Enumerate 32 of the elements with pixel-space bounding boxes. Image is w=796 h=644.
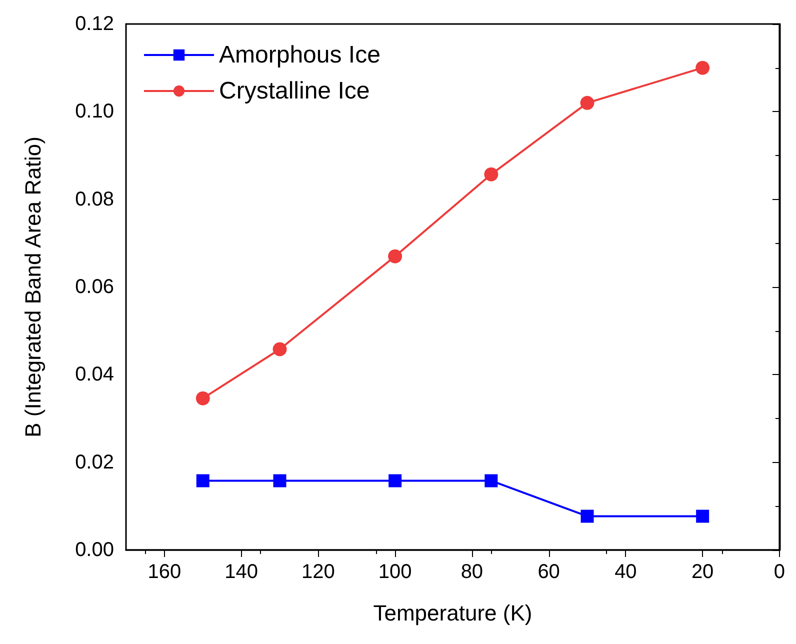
point bbox=[196, 391, 210, 406]
x-tick-label: 0 bbox=[774, 561, 785, 583]
y-axis-title: B (Integrated Band Area Ratio) bbox=[20, 136, 46, 438]
x-tick-label: 120 bbox=[302, 561, 335, 583]
point bbox=[388, 474, 402, 488]
point bbox=[580, 96, 594, 110]
x-tick-label: 160 bbox=[148, 561, 182, 583]
legend-label: Amorphous Ice bbox=[219, 42, 380, 68]
y-tick-label: 0.10 bbox=[75, 100, 114, 123]
x-tick-label: 40 bbox=[614, 561, 637, 583]
y-tick-label: 0.08 bbox=[75, 188, 114, 210]
point bbox=[196, 474, 210, 488]
x-tick-label: 140 bbox=[224, 561, 258, 583]
x-tick-label: 20 bbox=[691, 561, 714, 583]
x-axis-title: Temperature (K) bbox=[373, 600, 532, 626]
point bbox=[388, 249, 402, 264]
point bbox=[580, 510, 594, 523]
x-tick-label: 60 bbox=[538, 561, 560, 583]
x-tick-label: 100 bbox=[378, 561, 412, 583]
point bbox=[484, 167, 498, 182]
y-tick-label: 0.06 bbox=[75, 276, 114, 298]
y-tick-label: 0.04 bbox=[75, 364, 114, 386]
x-tick-label: 80 bbox=[460, 561, 484, 583]
point bbox=[484, 474, 498, 488]
point bbox=[696, 60, 710, 75]
point bbox=[272, 342, 287, 356]
y-tick-label: 0.02 bbox=[75, 451, 114, 474]
point bbox=[273, 474, 286, 488]
y-tick-label: 0.00 bbox=[75, 539, 114, 561]
legend-label: Crystalline Ice bbox=[219, 78, 370, 104]
point bbox=[696, 510, 710, 523]
y-tick-label: 0.12 bbox=[75, 13, 114, 35]
